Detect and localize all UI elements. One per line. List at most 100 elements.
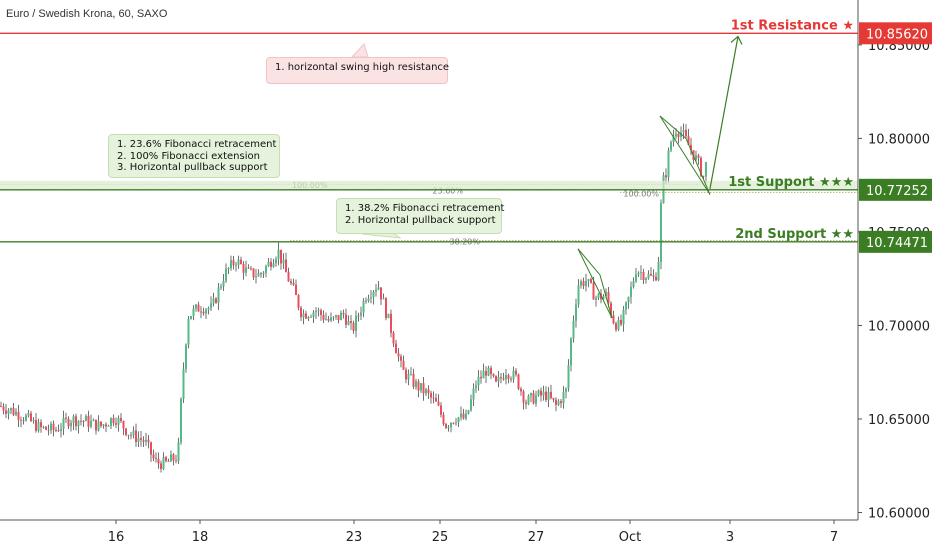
candle-body <box>15 411 17 415</box>
candle-body <box>185 344 187 370</box>
candle-body <box>287 272 290 282</box>
candle-body <box>517 374 520 389</box>
support1-note: 1. 23.6% Fibonacci retracement 2. 100% F… <box>108 134 280 178</box>
candle-body <box>77 420 80 427</box>
candle-body <box>217 287 220 303</box>
candle-body <box>307 317 310 319</box>
candle-body <box>92 419 95 422</box>
candle-body <box>225 268 227 281</box>
candle-body <box>560 401 562 404</box>
candle-body <box>167 460 170 462</box>
candle-body <box>665 175 667 178</box>
support1-note-line-2: 2. 100% Fibonacci extension <box>117 150 260 162</box>
candle-body <box>337 315 340 321</box>
candle-body <box>482 370 485 379</box>
candlestick-series <box>0 123 707 473</box>
candle-body <box>87 416 90 427</box>
candle-body <box>525 402 527 405</box>
candle-body <box>697 155 700 158</box>
candle-body <box>207 308 210 310</box>
candle-body <box>277 249 280 259</box>
candle-body <box>400 356 402 361</box>
support2-note: 1. 38.2% Fibonacci retracement 2. Horizo… <box>336 198 504 234</box>
candle-body <box>622 309 625 325</box>
candle-body <box>7 410 10 414</box>
candle-body <box>582 281 585 287</box>
candle-body <box>57 430 60 432</box>
candle-body <box>602 296 605 300</box>
candle-body <box>142 439 145 442</box>
candle-body <box>292 283 295 285</box>
level-name: 1st Resistance ★ <box>731 18 854 33</box>
candle-body <box>355 315 357 331</box>
candle-body <box>670 142 672 151</box>
candle-body <box>95 419 97 431</box>
candle-body <box>127 434 130 436</box>
candle-body <box>342 312 345 315</box>
candle-body <box>607 292 610 304</box>
candle-body <box>75 416 77 427</box>
x-tick-label: 16 <box>108 530 125 545</box>
projection-arrow <box>709 36 739 190</box>
candle-body <box>515 370 517 375</box>
candle-body <box>535 395 537 404</box>
candle-body <box>112 417 115 424</box>
candle-body <box>25 415 27 421</box>
candle-body <box>47 429 50 431</box>
candle-body <box>97 421 100 431</box>
candle-body <box>660 203 662 262</box>
candle-body <box>382 298 385 300</box>
candle-body <box>215 298 217 303</box>
candle-body <box>237 259 240 265</box>
candle-body <box>17 411 20 420</box>
candle-body <box>157 458 160 464</box>
x-tick-label: 18 <box>192 530 209 545</box>
candle-body <box>392 332 395 344</box>
swing-diagonal <box>659 115 711 195</box>
candle-body <box>480 376 482 379</box>
x-axis[interactable]: 16 18 23 25 27 Oct 3 7 <box>0 519 858 545</box>
candle-body <box>345 314 347 325</box>
candle-body <box>350 321 352 323</box>
candle-body <box>580 281 582 286</box>
candle-body <box>110 417 112 426</box>
candle-body <box>315 311 317 313</box>
swing-path <box>659 115 711 195</box>
candle-body <box>430 392 432 398</box>
candle-body <box>367 298 370 301</box>
y-tick-label: 10.60000 <box>868 507 930 522</box>
candle-body <box>107 425 110 427</box>
candle-body <box>172 454 175 461</box>
candle-body <box>327 319 330 321</box>
candle-body <box>487 367 490 376</box>
key-levels[interactable] <box>0 32 858 243</box>
fib-label: 100.00% <box>623 190 659 199</box>
candle-body <box>695 155 697 160</box>
candle-body <box>500 377 502 379</box>
candle-body <box>197 304 200 312</box>
candle-body <box>322 314 325 320</box>
candle-body <box>390 313 392 333</box>
candle-body <box>677 133 680 137</box>
candle-body <box>375 289 377 292</box>
level-name: 1st Support ★★★ <box>728 175 854 190</box>
candle-body <box>250 268 252 270</box>
candle-body <box>100 421 102 426</box>
y-axis[interactable]: 10.6000010.6500010.7000010.7500010.80000… <box>857 0 930 522</box>
candle-body <box>365 300 367 302</box>
support2-note-line-2: 2. Horizontal pullback support <box>345 214 496 226</box>
candle-body <box>522 391 525 403</box>
candle-body <box>615 323 617 330</box>
candle-body <box>477 376 480 386</box>
candle-body <box>637 272 640 275</box>
candle-body <box>490 367 492 375</box>
candle-body <box>300 307 302 318</box>
candle-body <box>592 282 595 300</box>
level-labels: 1st Resistance ★ 10.85620 1st Support ★★★ 1… <box>728 18 932 253</box>
candle-body <box>420 383 422 391</box>
candle-body <box>232 260 235 266</box>
x-tick-label: 3 <box>726 530 734 545</box>
candle-body <box>595 297 597 300</box>
